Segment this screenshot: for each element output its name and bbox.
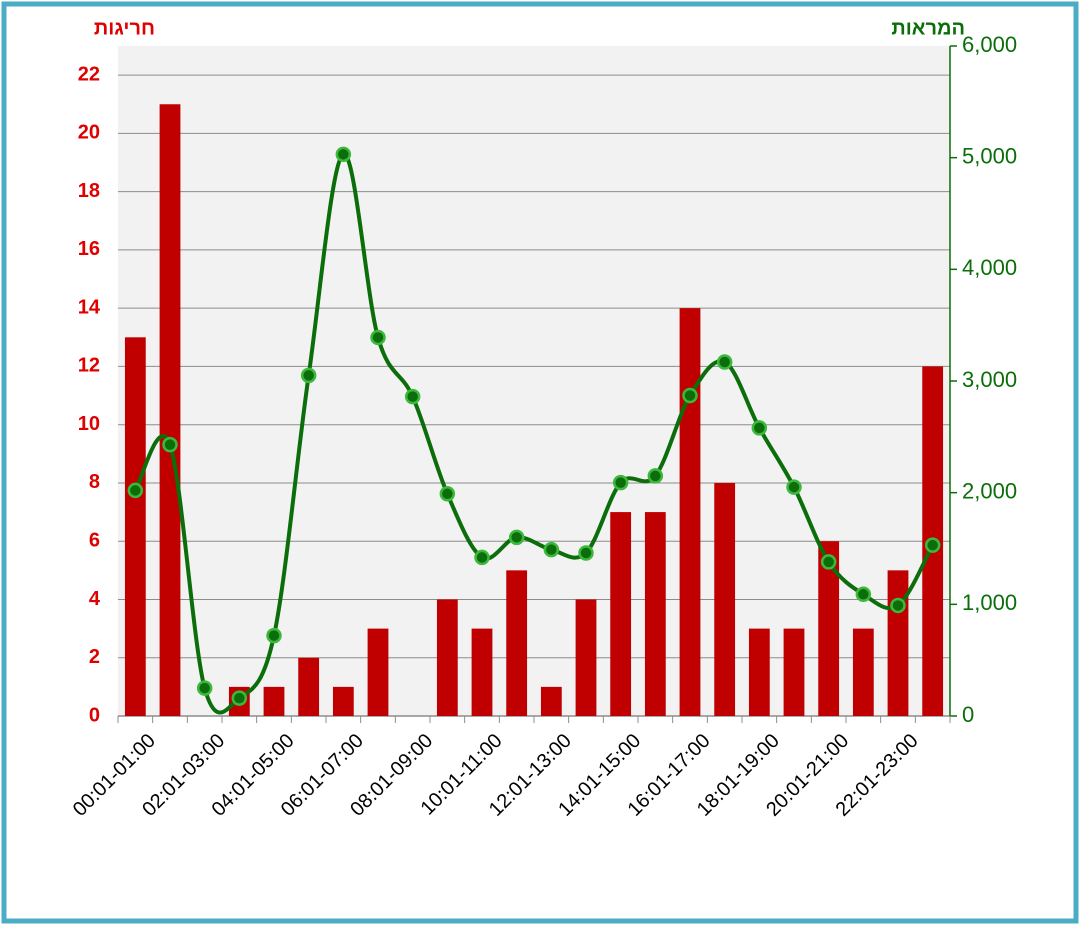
bar <box>436 599 458 716</box>
line-marker <box>612 474 629 491</box>
bar <box>298 657 320 716</box>
bar <box>540 686 562 716</box>
line-marker <box>439 486 456 502</box>
line-marker <box>751 420 768 436</box>
line-marker <box>647 468 664 484</box>
bar <box>471 628 493 716</box>
bar <box>852 628 874 716</box>
line-marker <box>404 388 421 405</box>
line-marker <box>786 479 802 495</box>
bar <box>575 599 597 716</box>
y-tick-label: 16 <box>78 238 100 260</box>
line-marker <box>890 597 906 614</box>
bar <box>263 686 285 716</box>
bar <box>644 512 666 716</box>
y-tick-label: 14 <box>78 296 101 318</box>
y-tick-label: 0 <box>89 704 100 726</box>
line-marker <box>162 436 178 453</box>
line-marker <box>508 529 525 546</box>
line-marker <box>231 690 248 706</box>
bar <box>367 628 389 716</box>
bar <box>887 570 909 716</box>
y-tick-label: 22 <box>78 63 100 85</box>
y2-tick-label: 6,000 <box>962 32 1017 57</box>
line-marker <box>266 627 282 644</box>
line <box>133 152 935 715</box>
y2-tick-label: 5,000 <box>962 143 1017 168</box>
bar <box>783 628 805 716</box>
line-marker <box>682 387 698 404</box>
line-marker <box>578 545 594 561</box>
line-marker <box>820 554 837 570</box>
bar <box>506 570 528 716</box>
y-tick-label: 2 <box>89 646 100 668</box>
y-axis-title: חריגות <box>94 17 155 39</box>
y2-tick-label: 0 <box>962 702 974 727</box>
y-tick-label: 18 <box>78 180 100 202</box>
y-tick-label: 20 <box>78 122 100 144</box>
y-tick-label: 10 <box>78 413 100 435</box>
line-marker <box>196 680 213 696</box>
bar <box>124 337 146 716</box>
bar <box>679 308 701 716</box>
y-tick-label: 6 <box>89 529 100 551</box>
y2-tick-label: 4,000 <box>962 255 1017 280</box>
plot-area <box>118 46 950 716</box>
bar <box>748 628 770 716</box>
y2-tick-label: 3,000 <box>962 367 1017 392</box>
line-marker <box>924 537 941 553</box>
line-marker <box>370 329 386 346</box>
line-marker <box>474 549 490 566</box>
bar <box>818 541 840 716</box>
y-tick-label: 4 <box>89 588 101 610</box>
y2-axis-title: המראות <box>891 17 965 39</box>
bar <box>610 512 632 716</box>
line-marker <box>335 146 352 163</box>
y-tick-label: 12 <box>78 355 100 377</box>
line-marker <box>855 586 872 603</box>
line-marker <box>127 482 144 499</box>
line-marker <box>300 367 317 384</box>
line-marker <box>543 541 560 558</box>
bar <box>714 482 736 716</box>
line-marker <box>716 354 733 370</box>
y2-tick-label: 1,000 <box>962 590 1017 615</box>
bar <box>332 686 354 716</box>
y2-tick-label: 2,000 <box>962 478 1017 503</box>
y-tick-label: 8 <box>89 471 100 493</box>
bar <box>159 104 181 717</box>
